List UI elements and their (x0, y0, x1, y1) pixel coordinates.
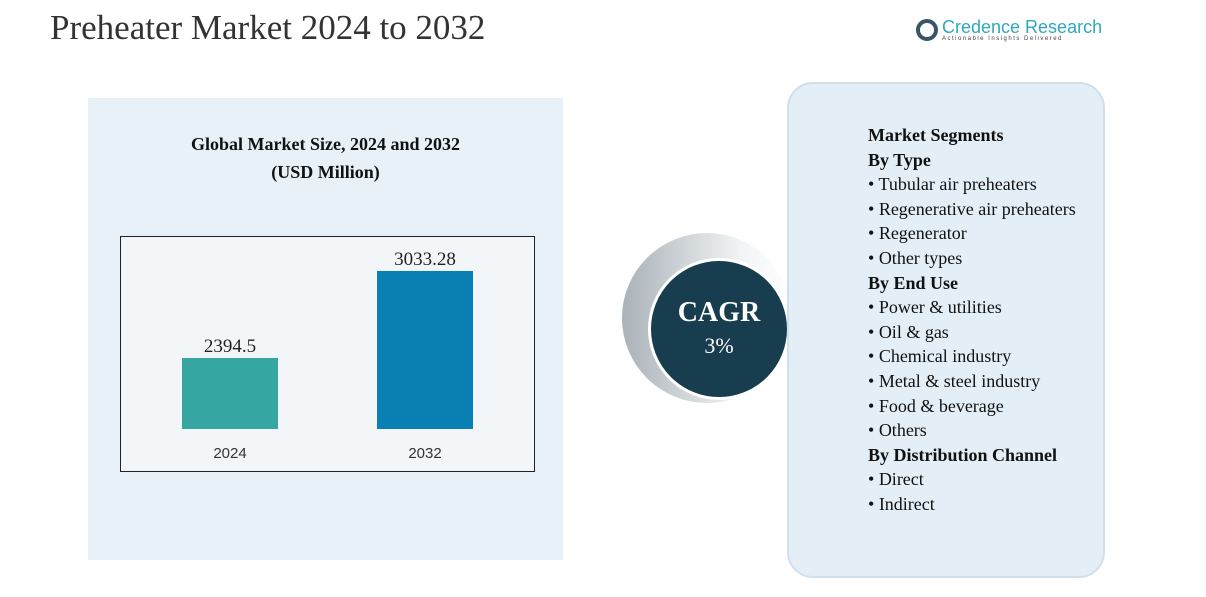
segment-heading: By Type (868, 149, 931, 170)
data-label: 2394.5 (204, 336, 256, 357)
segment-item: • Tubular air preheaters (868, 172, 1098, 197)
bullet-icon: • (868, 420, 879, 441)
segment-item-label: Indirect (878, 493, 935, 514)
segment-item-label: Oil & gas (878, 321, 949, 342)
bullet-icon: • (868, 321, 879, 342)
x-tick-label: 2032 (408, 445, 441, 462)
bar-2024 (182, 357, 278, 429)
bullet-icon: • (868, 395, 879, 416)
bullet-icon: • (868, 370, 879, 391)
segment-item: • Others (868, 418, 1098, 443)
bullet-icon: • (868, 174, 879, 195)
segment-item-label: Regenerative air preheaters (878, 198, 1076, 219)
segments-panel (787, 82, 1105, 578)
segment-item: • Oil & gas (868, 320, 1098, 345)
cagr-label: CAGR (677, 297, 761, 328)
bullet-icon: • (868, 346, 879, 367)
segment-item: • Chemical industry (868, 344, 1098, 369)
bullet-icon: • (868, 469, 879, 490)
logo: Credence Research Actionable Insights De… (916, 18, 1102, 42)
segment-item: • Other types (868, 246, 1098, 271)
segment-item: • Direct (868, 467, 1098, 492)
segment-item-label: Food & beverage (878, 395, 1004, 416)
segment-item-label: Metal & steel industry (878, 370, 1041, 391)
segment-item-label: Tubular air preheaters (878, 174, 1037, 195)
segment-item-label: Power & utilities (878, 297, 1002, 318)
segment-item: • Metal & steel industry (868, 369, 1098, 394)
logo-tagline: Actionable Insights Delivered (942, 36, 1063, 42)
page-title: Preheater Market 2024 to 2032 (50, 8, 486, 47)
segment-item-label: Others (878, 420, 927, 441)
bullet-icon: • (868, 493, 879, 514)
segments-title: Market Segments (868, 125, 1004, 145)
chart-title-text: Global Market Size, 2024 and 2032 (191, 134, 460, 154)
bullet-icon: • (868, 247, 879, 268)
segment-item-label: Other types (878, 247, 963, 268)
segment-item-label: Chemical industry (878, 346, 1012, 367)
x-tick-label: 2024 (213, 445, 246, 462)
segment-heading: By Distribution Channel (868, 444, 1058, 465)
bullet-icon: • (868, 223, 879, 244)
chart-subtitle: (USD Million) (271, 162, 380, 182)
segment-item: • Power & utilities (868, 295, 1098, 320)
market-segments: Market Segments By Type • Tubular air preh… (868, 123, 1098, 517)
bar-2032 (377, 270, 473, 429)
bullet-icon: • (868, 297, 879, 318)
logo-icon (916, 19, 938, 41)
data-label: 3033.28 (394, 249, 456, 270)
segment-item: • Indirect (868, 492, 1098, 517)
segment-item: • Regenerator (868, 221, 1098, 246)
cagr-badge: CAGR 3% (648, 258, 790, 400)
cagr-value: 3% (704, 333, 734, 358)
chart-title: Global Market Size, 2024 and 2032 (USD Mi… (88, 130, 563, 186)
segment-item-label: Direct (878, 469, 924, 490)
logo-name: Credence Research (942, 17, 1103, 37)
segment-item: • Regenerative air preheaters (868, 197, 1098, 222)
segment-heading: By End Use (868, 272, 959, 293)
segment-item: • Food & beverage (868, 394, 1098, 419)
segment-item-label: Regenerator (878, 223, 967, 244)
bullet-icon: • (868, 198, 879, 219)
